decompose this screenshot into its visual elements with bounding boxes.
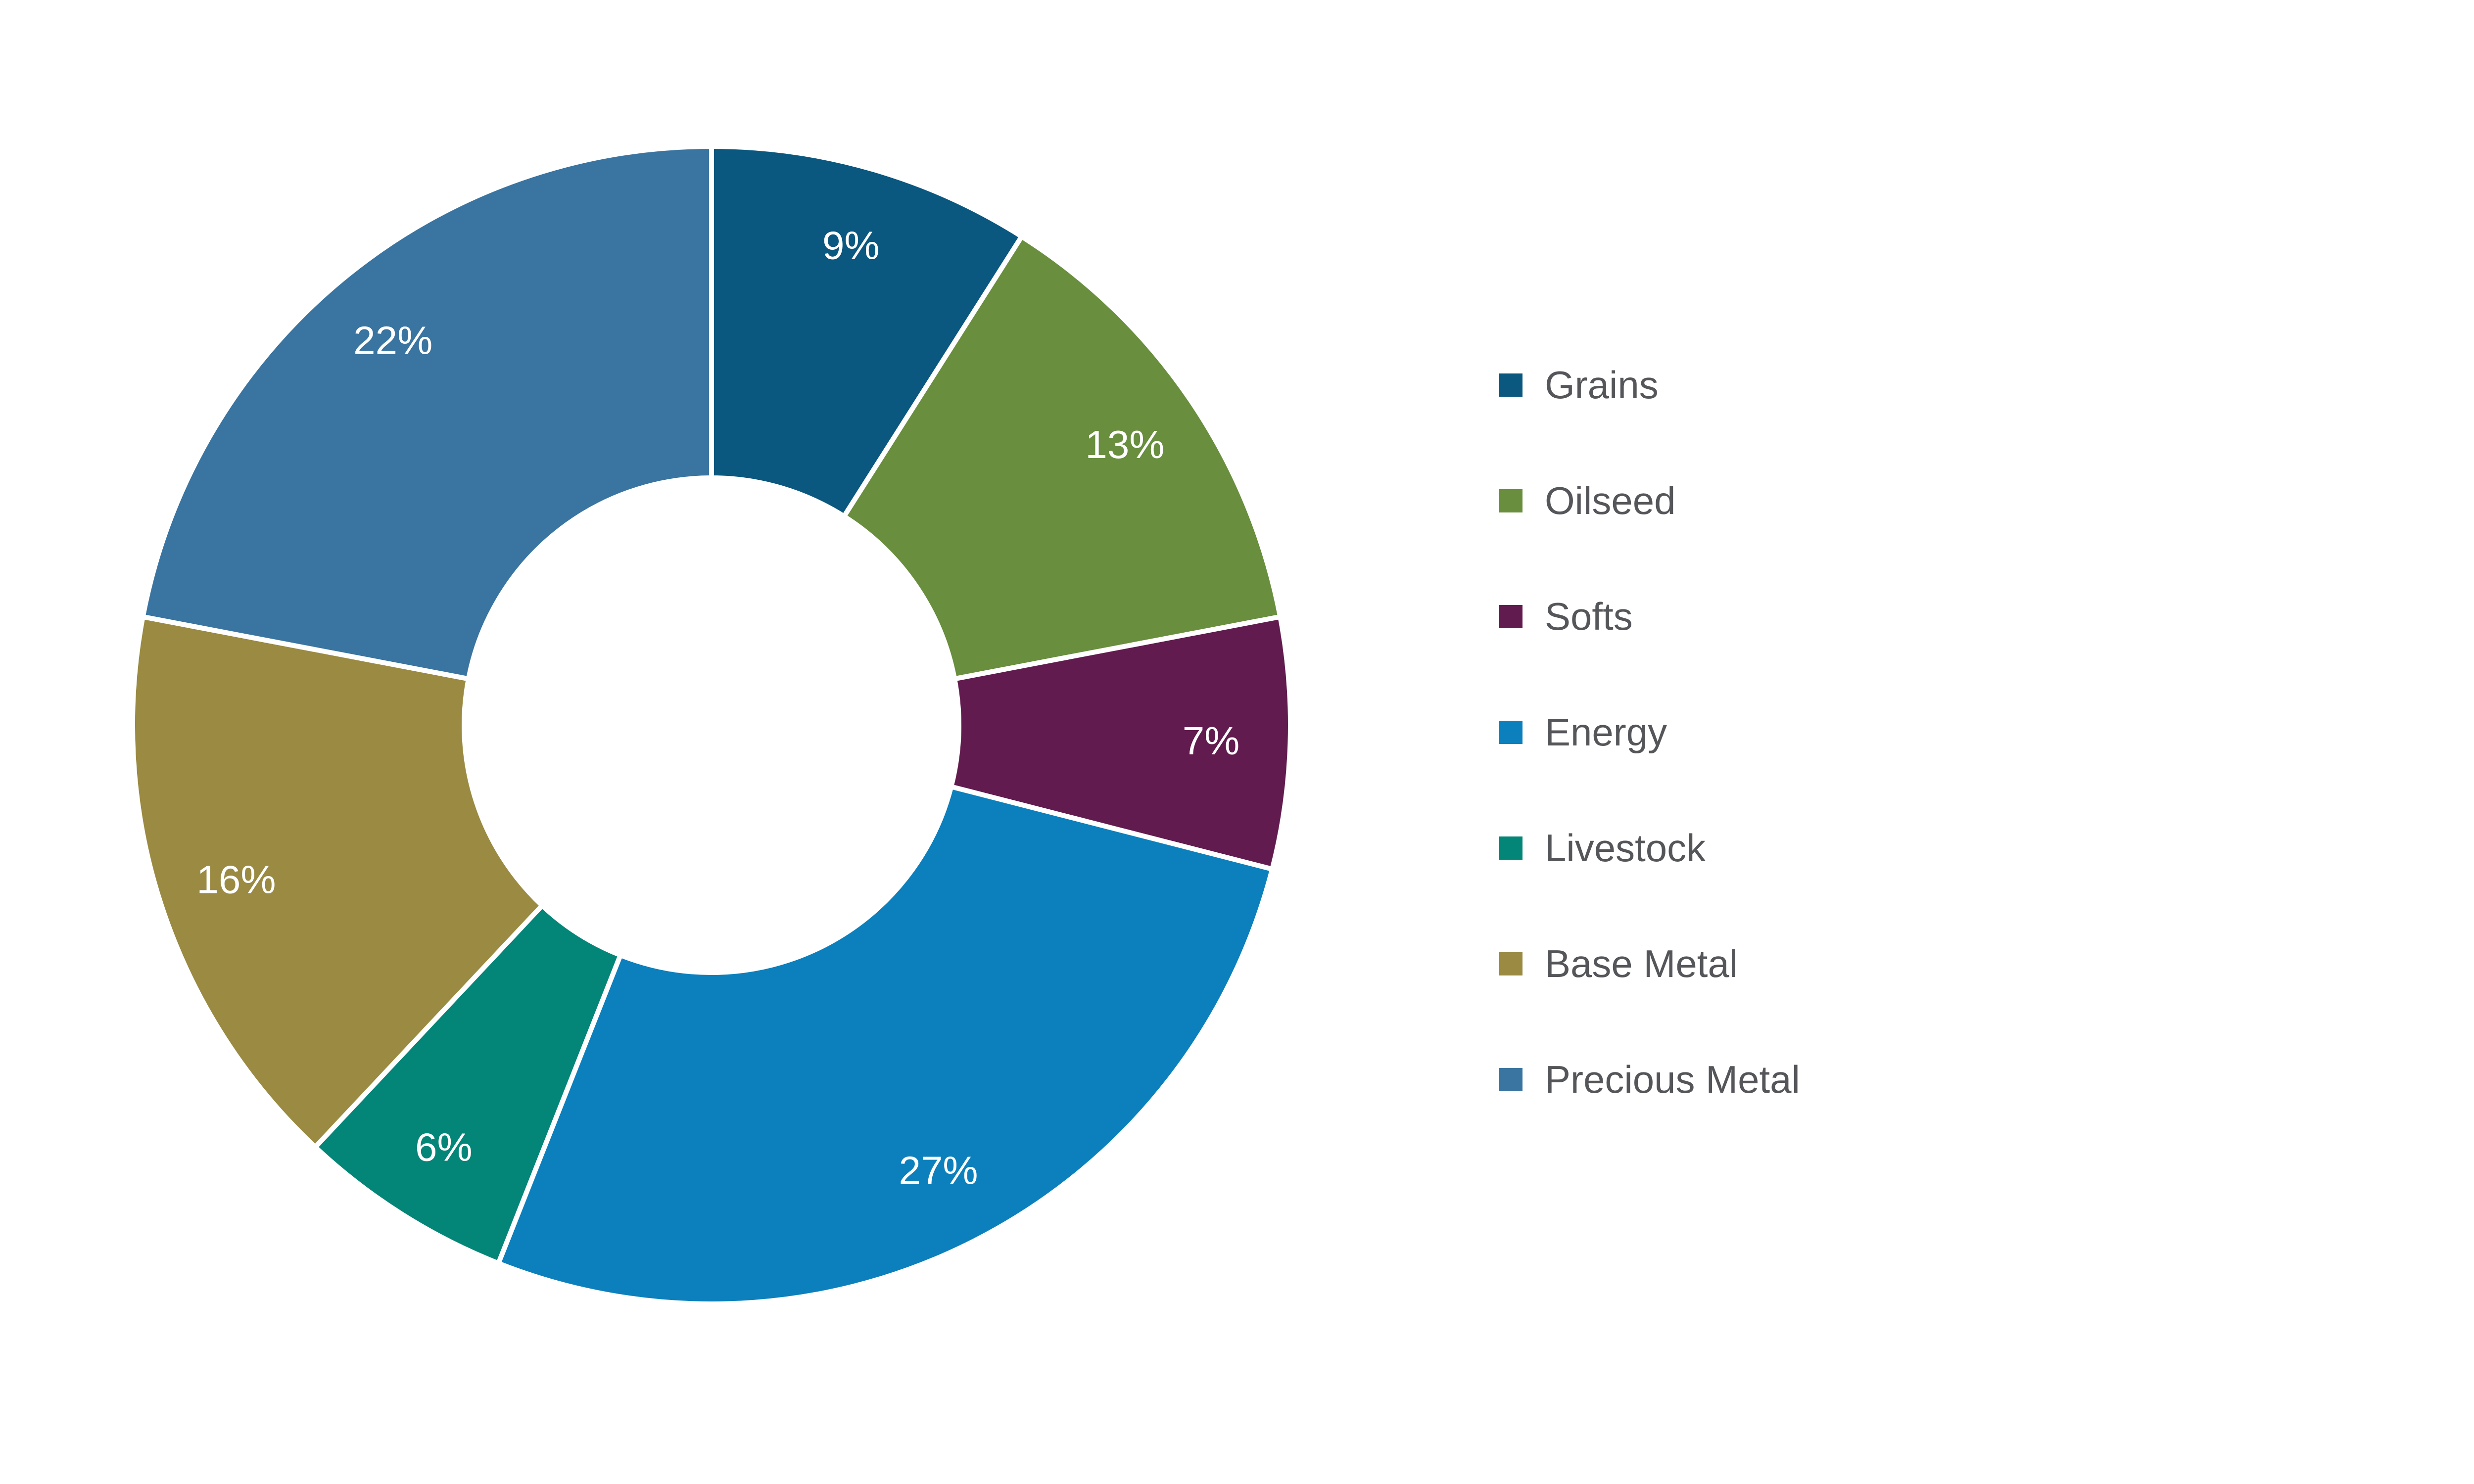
legend-item-precious-metal: Precious Metal bbox=[1499, 1060, 1800, 1099]
legend-swatch-grains bbox=[1499, 373, 1522, 397]
legend-swatch-precious-metal bbox=[1499, 1067, 1522, 1091]
legend-label-base-metal: Base Metal bbox=[1545, 942, 1738, 985]
legend-label-livestock: Livestock bbox=[1545, 826, 1706, 870]
pie-slice-grains bbox=[709, 143, 1025, 520]
legend-item-livestock: Livestock bbox=[1499, 829, 1706, 867]
pie-slice-oilseed bbox=[841, 233, 1284, 682]
legend-label-grains: Grains bbox=[1545, 363, 1659, 407]
legend-swatch-energy bbox=[1499, 720, 1522, 744]
slice-label-grains: 9% bbox=[822, 224, 880, 268]
slice-label-base-metal: 16% bbox=[196, 858, 276, 902]
legend-item-base-metal: Base Metal bbox=[1499, 944, 1738, 983]
legend-swatch-livestock bbox=[1499, 836, 1522, 860]
pie-slice-livestock bbox=[312, 902, 624, 1267]
legend-label-softs: Softs bbox=[1545, 595, 1633, 638]
slice-label-energy: 27% bbox=[899, 1148, 978, 1192]
legend-item-grains: Grains bbox=[1499, 366, 1659, 404]
legend-swatch-base-metal bbox=[1499, 952, 1522, 975]
slice-label-oilseed: 13% bbox=[1085, 422, 1164, 466]
legend-label-precious-metal: Precious Metal bbox=[1545, 1058, 1800, 1101]
legend-swatch-oilseed bbox=[1499, 489, 1522, 512]
pie-slice-precious-metal bbox=[140, 143, 714, 682]
pie-slice-energy bbox=[495, 784, 1276, 1306]
slice-label-livestock: 6% bbox=[415, 1125, 473, 1169]
slice-label-precious-metal: 22% bbox=[353, 318, 432, 362]
legend-label-energy: Energy bbox=[1545, 710, 1667, 754]
legend-label-oilseed: Oilseed bbox=[1545, 479, 1676, 522]
slice-label-softs: 7% bbox=[1183, 719, 1240, 763]
legend-item-energy: Energy bbox=[1499, 713, 1667, 751]
legend-item-softs: Softs bbox=[1499, 597, 1633, 636]
pie-slice-base-metal bbox=[130, 613, 546, 1151]
legend-swatch-softs bbox=[1499, 604, 1522, 628]
legend-item-oilseed: Oilseed bbox=[1499, 481, 1675, 520]
